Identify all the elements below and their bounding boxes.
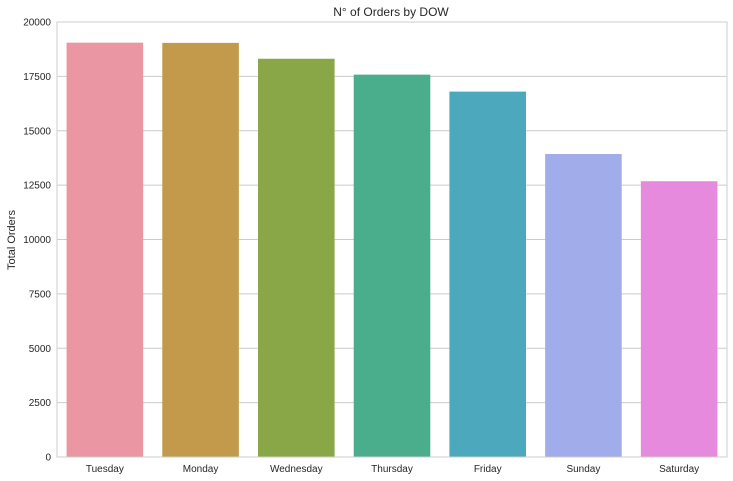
y-tick-label: 20000	[23, 18, 51, 29]
x-tick-label: Tuesday	[86, 464, 124, 475]
y-tick-label: 2500	[29, 398, 52, 409]
x-axis-ticks: Tuesday Monday Wednesday Thursday Friday Sund…	[86, 464, 699, 475]
y-tick-label: 0	[45, 453, 51, 464]
x-tick-label: Monday	[183, 464, 219, 475]
y-tick-label: 5000	[29, 344, 52, 355]
y-axis-label: Total Orders	[6, 210, 18, 270]
x-tick-label: Wednesday	[270, 464, 323, 475]
bar-sunday	[545, 154, 622, 457]
plot-frame	[56, 21, 728, 458]
bars	[66, 42, 718, 457]
y-tick-label: 10000	[23, 235, 51, 246]
x-tick-label: Saturday	[659, 464, 699, 475]
bar-saturday	[640, 181, 718, 457]
y-tick-label: 12500	[23, 181, 51, 192]
bar-thursday	[353, 74, 431, 457]
x-tick-label: Thursday	[371, 464, 413, 475]
x-tick-label: Friday	[474, 464, 502, 475]
y-tick-label: 17500	[23, 72, 51, 83]
y-tick-label: 15000	[23, 126, 51, 137]
x-tick-label: Sunday	[566, 464, 600, 475]
y-axis-ticks: 0 2500 5000 7500 10000 12500 15000 17500 20000	[23, 18, 51, 464]
bar-monday	[162, 42, 239, 457]
bar-friday	[449, 91, 526, 457]
chart-title: N° of Orders by DOW	[333, 5, 449, 19]
bar-wednesday	[258, 58, 335, 457]
y-tick-label: 7500	[29, 289, 52, 300]
bar-tuesday	[66, 42, 144, 457]
